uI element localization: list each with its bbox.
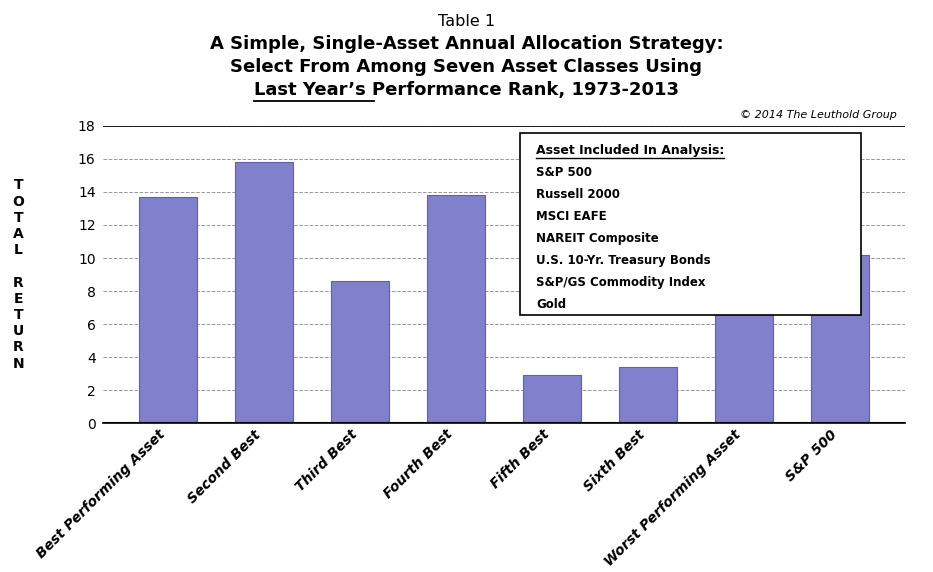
Text: U.S. 10-Yr. Treasury Bonds: U.S. 10-Yr. Treasury Bonds xyxy=(536,254,711,267)
Text: S&P/GS Commodity Index: S&P/GS Commodity Index xyxy=(536,276,705,289)
Text: A Simple, Single-Asset Annual Allocation Strategy:: A Simple, Single-Asset Annual Allocation… xyxy=(210,35,723,53)
Text: Select From Among Seven Asset Classes Using: Select From Among Seven Asset Classes Us… xyxy=(230,58,703,76)
Bar xyxy=(235,162,293,423)
Text: Last Year’s Performance Rank, 1973-2013: Last Year’s Performance Rank, 1973-2013 xyxy=(254,81,679,99)
Text: NAREIT Composite: NAREIT Composite xyxy=(536,232,659,245)
Bar xyxy=(427,195,484,423)
Text: Gold: Gold xyxy=(536,298,566,311)
Bar xyxy=(619,367,676,423)
Text: MSCI EAFE: MSCI EAFE xyxy=(536,210,606,223)
Text: Asset Included In Analysis:: Asset Included In Analysis: xyxy=(536,144,724,157)
FancyBboxPatch shape xyxy=(520,133,861,315)
Text: S&P 500: S&P 500 xyxy=(536,166,592,179)
Bar xyxy=(331,281,389,423)
Text: T
O
T
A
L
 
R
E
T
U
R
N: T O T A L R E T U R N xyxy=(12,178,24,371)
Bar xyxy=(139,197,197,423)
Bar xyxy=(715,301,773,423)
Text: Table 1: Table 1 xyxy=(438,14,495,29)
Bar xyxy=(523,375,580,423)
Bar xyxy=(811,255,869,423)
Text: Russell 2000: Russell 2000 xyxy=(536,188,620,201)
Text: © 2014 The Leuthold Group: © 2014 The Leuthold Group xyxy=(740,110,897,120)
